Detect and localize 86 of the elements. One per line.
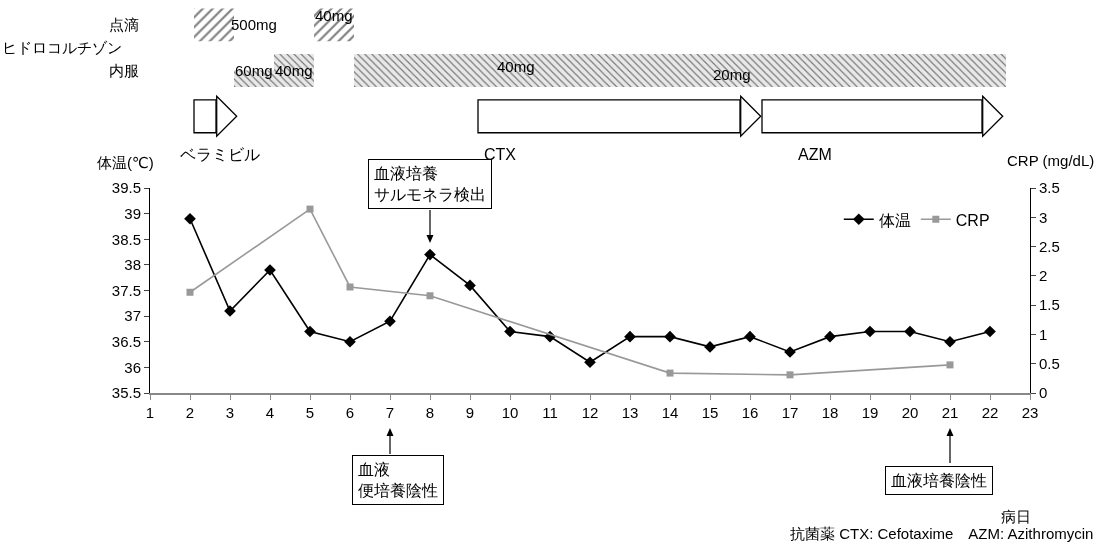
y-tick-label: 36 [124, 358, 141, 376]
legend-label: CRP [955, 211, 990, 229]
y2-tick-label: 3.5 [1039, 179, 1060, 197]
point [584, 356, 596, 369]
y2-axis-title: CRP (mg/dL) [1007, 152, 1095, 169]
x-tick-label: 3 [225, 404, 235, 421]
x-tick-label: 11 [542, 404, 558, 421]
y-tick-label: 38 [124, 256, 141, 274]
y-tick-label: 38.5 [111, 230, 141, 248]
y2-tick-label: 1.5 [1039, 296, 1060, 314]
point [306, 205, 314, 213]
point [744, 330, 756, 343]
x-tick-label: 7 [385, 404, 395, 421]
x-tick-label: 19 [861, 404, 879, 421]
point [344, 335, 356, 348]
y-tick-label: 37.5 [111, 281, 141, 299]
y2-tick-label: 2.5 [1039, 237, 1060, 255]
bar [598, 54, 1006, 88]
text: 血液培養陰性 [891, 472, 987, 489]
y-tick-label: 点滴 [109, 16, 139, 34]
x-tick-label: 1 [145, 404, 155, 421]
text: 病日 [1001, 508, 1031, 525]
y2-tick-label: 3 [1039, 208, 1048, 226]
point [304, 325, 316, 338]
text: 抗菌薬 CTX: Cefotaxime AZM: Azithromycin [790, 525, 1094, 542]
y-axis-title: 体温(℃) [97, 154, 154, 171]
text: 血液便培養陰性 [358, 461, 438, 499]
x-tick-label: 18 [821, 404, 839, 421]
point [346, 283, 354, 291]
x-tick-label: 5 [305, 404, 315, 421]
annotation: 40mg [275, 62, 313, 79]
y2-tick-label: 0.5 [1039, 354, 1060, 372]
x-tick-label: 9 [465, 404, 475, 421]
point [464, 279, 476, 292]
x-tick-label: 14 [661, 404, 679, 421]
x-tick-label: 20 [901, 404, 919, 421]
x-tick-label: 15 [701, 404, 719, 421]
x-tick-label: 17 [781, 404, 799, 421]
point [504, 325, 516, 338]
annotation: 40mg [315, 7, 353, 24]
y-tick-label: 内服 [109, 61, 139, 79]
point [664, 330, 676, 343]
y2-tick-label: 1 [1039, 325, 1048, 343]
y-tick-label: 36.5 [111, 333, 141, 350]
point [864, 325, 876, 338]
point [786, 371, 794, 379]
x-tick-label: 4 [265, 404, 275, 421]
point [984, 325, 996, 338]
annotation: 60mg [235, 62, 273, 79]
y2-tick-label: 0 [1039, 384, 1048, 402]
point [186, 288, 194, 296]
point [944, 335, 956, 348]
y-tick-label: 39.5 [111, 179, 141, 197]
x-tick-label: 23 [1021, 404, 1039, 421]
x-tick-label: 8 [425, 404, 435, 421]
y-tick-label: 35.5 [111, 384, 141, 402]
point [424, 248, 436, 261]
point [184, 212, 196, 225]
x-tick-label: 13 [621, 404, 639, 421]
x-tick-label: 21 [941, 404, 959, 421]
point [946, 361, 954, 369]
text: AZM [798, 146, 832, 163]
point [426, 292, 434, 300]
x-tick-label: 12 [581, 404, 599, 421]
bar [354, 54, 598, 88]
point [666, 369, 674, 377]
x-tick-label: 2 [185, 404, 195, 421]
point [824, 330, 836, 343]
annotation: 20mg [713, 66, 751, 83]
legend-label: 体温 [878, 211, 911, 229]
text: ヒドロコルチゾン [2, 39, 122, 56]
y-tick-label: 37 [124, 307, 141, 325]
text: CTX [484, 146, 517, 163]
annotation: 500mg [231, 16, 277, 33]
x-tick-label: 16 [741, 404, 759, 421]
x-tick-label: 10 [501, 404, 519, 421]
y2-tick-label: 2 [1039, 267, 1048, 285]
y-tick-label: 39 [124, 204, 141, 222]
point [624, 330, 636, 343]
annotation: 血液培養サルモネラ検出 [374, 165, 486, 203]
point [904, 325, 916, 338]
x-tick-label: 22 [981, 404, 999, 421]
x-tick-label: 6 [345, 404, 355, 421]
text: ベラミビル [180, 146, 260, 163]
annotation: 40mg [497, 58, 535, 75]
point [384, 315, 396, 328]
